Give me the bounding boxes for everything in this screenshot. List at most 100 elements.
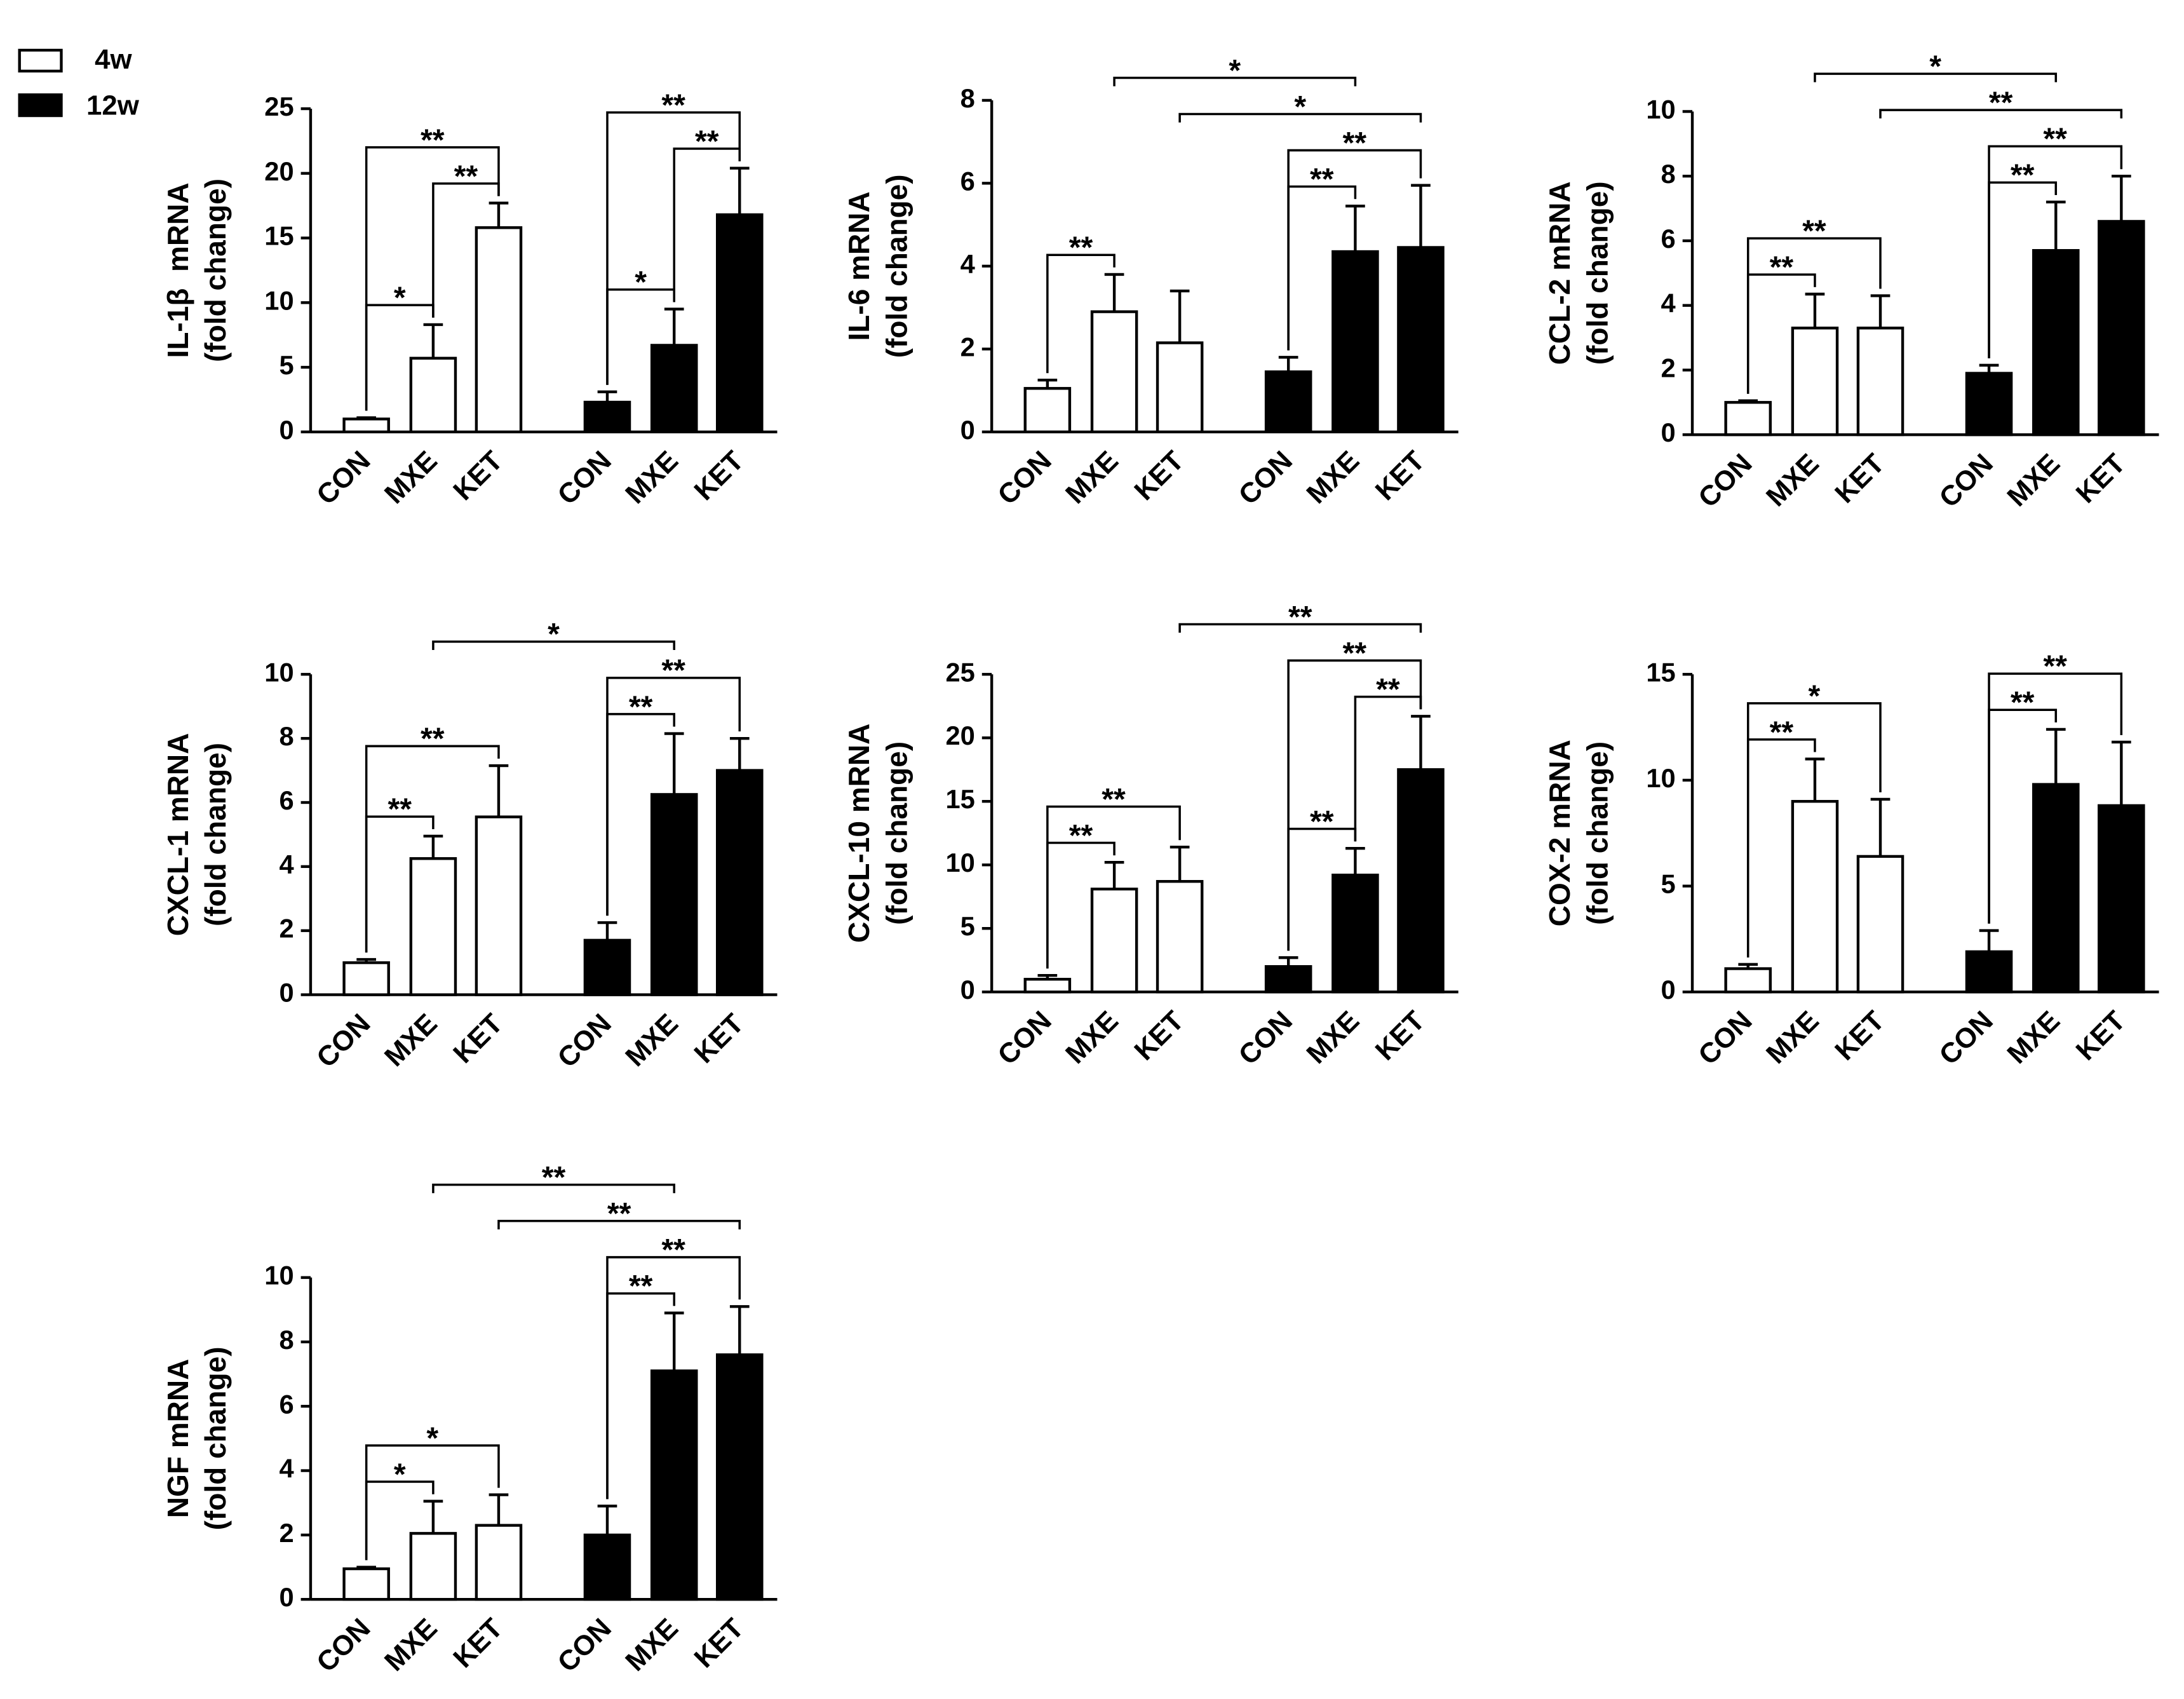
bar [1023,978,1072,994]
significance-label: ** [2043,649,2067,684]
bar [2098,220,2145,437]
bar [2032,249,2080,437]
significance-bracket [365,1444,500,1560]
y-tick-label: 4 [279,1454,293,1484]
bar [409,1532,457,1601]
significance-bracket [432,640,675,651]
y-axis-label: COX-2 mRNA [1543,740,1576,926]
bar [475,1524,523,1601]
x-tick-label: CON [551,1613,617,1679]
significance-label: ** [1989,86,2013,120]
x-tick-label: MXE [1760,1005,1825,1070]
x-tick-label: MXE [1760,448,1825,513]
bar [342,417,390,433]
significance-bracket [606,1256,741,1499]
y-axis-label: NGF mRNA [161,1359,194,1519]
bar [715,1353,764,1601]
y-tick-label: 20 [945,721,974,750]
significance-label: * [394,1457,406,1491]
x-tick-label: MXE [2001,1005,2066,1070]
x-tick-label: KET [447,1613,509,1674]
y-tick-label: 0 [279,978,293,1008]
bar [583,1533,631,1601]
x-tick-label: MXE [379,1008,443,1073]
bar [715,769,764,996]
significance-bracket [1046,805,1181,969]
x-tick-label: KET [1128,1005,1190,1067]
x-tick-label: CON [1232,1005,1298,1071]
y-tick-label: 10 [1646,94,1675,124]
y-tick-label: 6 [279,1389,293,1419]
x-tick-label: CON [1933,1005,1999,1071]
y-tick-label: 10 [264,657,293,687]
significance-bracket [1746,237,1882,394]
significance-bracket [1746,702,1882,958]
bar [1397,768,1445,994]
x-tick-label: KET [2070,448,2132,510]
legend-swatch [18,93,63,118]
bar [409,857,457,996]
significance-bracket [365,745,500,953]
bar [1856,855,1904,994]
bar [1791,327,1839,437]
x-tick-label: MXE [379,1613,443,1677]
bar [342,1567,390,1601]
y-tick-label: 8 [279,721,293,751]
x-tick-label: CON [551,445,617,511]
significance-label: ** [1376,672,1400,707]
significance-label: ** [661,1233,685,1267]
significance-bracket [1178,623,1422,633]
bar [583,400,631,433]
bar [1090,888,1138,994]
x-tick-label: MXE [1300,445,1365,510]
y-tick-label: 10 [264,1261,293,1290]
significance-label: * [1294,90,1306,124]
x-tick-label: KET [2070,1005,2132,1067]
significance-bracket [1879,109,2123,119]
y-axis-label: CXCL-10 mRNA [842,724,875,943]
x-tick-label: MXE [1060,445,1124,510]
significance-label: ** [1802,214,1826,248]
bar [1090,310,1138,433]
significance-bracket [1814,72,2058,83]
x-tick-label: MXE [1060,1005,1124,1070]
significance-label: * [548,617,560,651]
significance-label: ** [454,159,478,193]
significance-label: ** [1069,231,1093,265]
x-tick-label: CON [992,1005,1058,1071]
significance-label: ** [1343,126,1367,160]
y-tick-label: 0 [961,415,975,445]
x-tick-label: KET [688,1008,750,1069]
legend-swatch [18,48,63,73]
bar [715,213,764,433]
y-tick-label: 10 [1646,763,1675,793]
significance-label: ** [1343,636,1367,670]
legend-label: 12w [86,90,140,121]
x-tick-label: KET [447,1008,509,1069]
y-tick-label: 6 [1661,224,1676,254]
bar [1264,965,1312,994]
y-tick-label: 0 [279,415,293,445]
y-tick-label: 2 [1661,353,1676,382]
y-axis-label: (fold change) [880,741,913,925]
x-tick-label: KET [1128,445,1190,506]
significance-bracket [497,1219,741,1229]
y-axis-label: CCL-2 mRNA [1543,181,1576,365]
x-tick-label: CON [311,445,377,511]
bar [409,356,457,433]
significance-bracket [365,146,500,411]
y-tick-label: 2 [279,1518,293,1548]
x-tick-label: KET [447,445,509,506]
bar [1331,250,1379,433]
y-tick-label: 25 [264,91,293,121]
y-tick-label: 4 [961,249,975,279]
bar [583,938,631,996]
y-tick-label: 4 [279,849,293,879]
significance-bracket [1988,145,2123,358]
x-tick-label: KET [1829,448,1891,510]
significance-bracket [1113,76,1357,86]
y-axis-label: (fold change) [199,1346,232,1530]
significance-label: ** [1770,715,1794,749]
y-tick-label: 8 [279,1325,293,1355]
